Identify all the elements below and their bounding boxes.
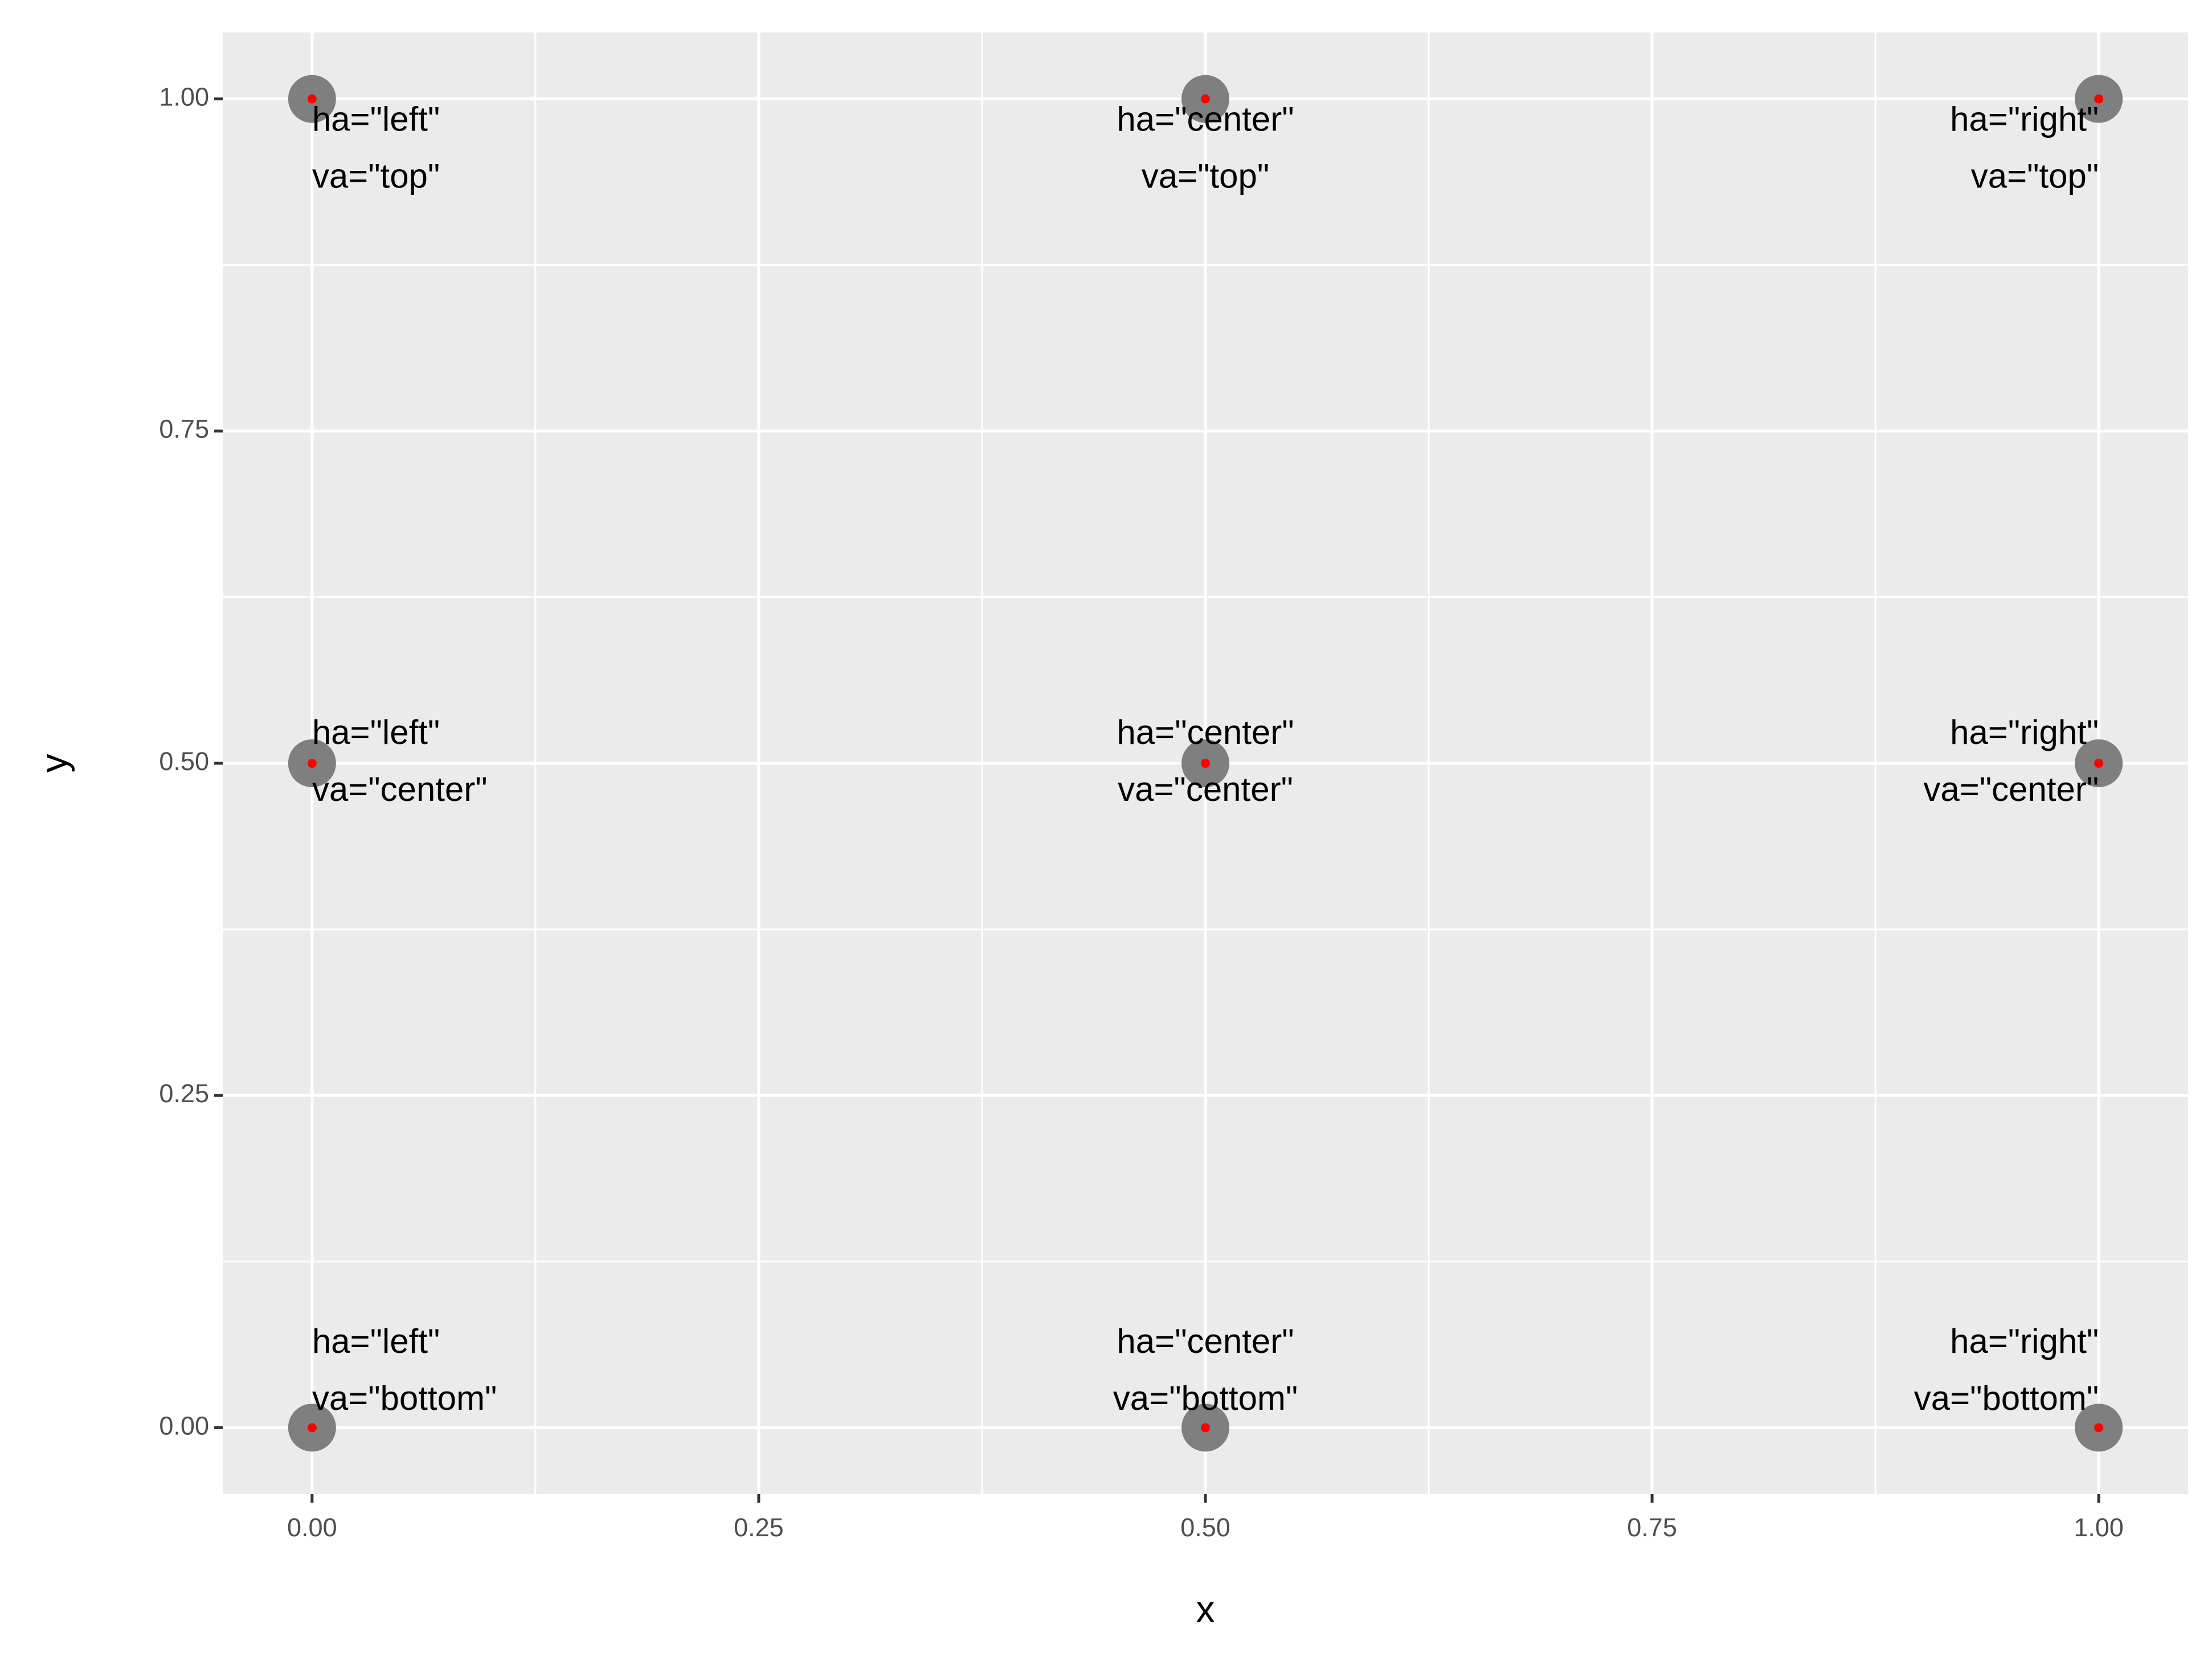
y-tick-label: 1.00	[159, 83, 209, 112]
annotation: va="center"	[1118, 770, 1293, 808]
annotation: ha="center"	[1117, 713, 1294, 751]
x-tick-label: 0.00	[287, 1513, 337, 1542]
annotation: ha="center"	[1117, 1322, 1294, 1360]
point-center	[1201, 94, 1210, 104]
annotation: va="center"	[312, 770, 488, 808]
annotation: ha="right"	[1950, 100, 2099, 138]
y-axis-title: y	[32, 754, 75, 773]
annotation: ha="left"	[312, 1322, 440, 1360]
point-center	[307, 759, 317, 768]
x-tick-label: 0.75	[1627, 1513, 1677, 1542]
point-center	[1201, 759, 1210, 768]
point-center	[2094, 94, 2104, 104]
point-center	[307, 94, 317, 104]
annotation: va="top"	[312, 157, 440, 195]
annotation: va="bottom"	[1113, 1379, 1298, 1417]
annotation: va="top"	[1142, 157, 1269, 195]
annotation: va="top"	[1971, 157, 2099, 195]
x-axis-title: x	[1196, 1588, 1215, 1630]
annotation: va="center"	[1923, 770, 2099, 808]
x-tick-label: 0.25	[734, 1513, 784, 1542]
y-tick-label: 0.50	[159, 747, 209, 776]
annotation: ha="right"	[1950, 713, 2099, 751]
x-tick-label: 0.50	[1180, 1513, 1230, 1542]
annotation: ha="right"	[1950, 1322, 2099, 1360]
y-tick-label: 0.25	[159, 1079, 209, 1108]
annotation: ha="center"	[1117, 100, 1294, 138]
annotation: ha="left"	[312, 100, 440, 138]
point-center	[2094, 759, 2104, 768]
point-center	[1201, 1423, 1210, 1433]
y-tick-label: 0.00	[159, 1411, 209, 1440]
point-center	[2094, 1423, 2104, 1433]
point-center	[307, 1423, 317, 1433]
annotation: ha="left"	[312, 713, 440, 751]
x-tick-label: 1.00	[2074, 1513, 2124, 1542]
annotation: va="bottom"	[1914, 1379, 2099, 1417]
annotation: va="bottom"	[312, 1379, 497, 1417]
y-tick-label: 0.75	[159, 415, 209, 444]
